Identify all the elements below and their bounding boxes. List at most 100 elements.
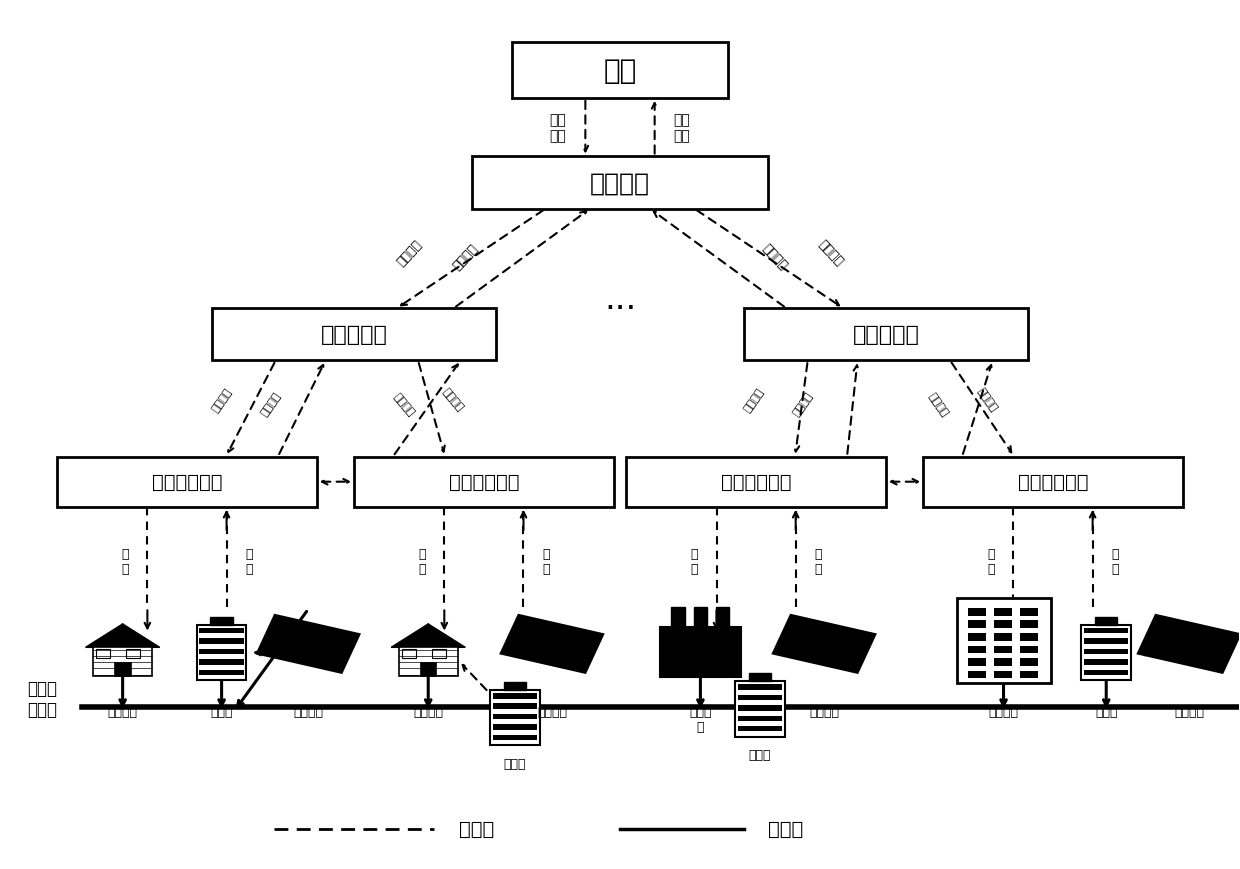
FancyBboxPatch shape: [492, 704, 537, 709]
FancyBboxPatch shape: [212, 308, 496, 361]
FancyBboxPatch shape: [994, 620, 1012, 628]
Text: 采
集: 采 集: [542, 547, 549, 576]
Text: 二级控制器: 二级控制器: [853, 325, 919, 345]
Text: 储能信息: 储能信息: [259, 390, 283, 418]
FancyBboxPatch shape: [660, 627, 742, 677]
FancyBboxPatch shape: [968, 634, 986, 641]
Text: 电网: 电网: [604, 56, 636, 84]
FancyBboxPatch shape: [200, 628, 244, 634]
FancyBboxPatch shape: [738, 726, 782, 732]
FancyBboxPatch shape: [994, 634, 1012, 641]
Text: 用户级控制器: 用户级控制器: [720, 473, 791, 492]
Text: 储能
信息: 储能 信息: [673, 113, 691, 143]
Polygon shape: [86, 624, 160, 647]
FancyBboxPatch shape: [744, 308, 1028, 361]
FancyBboxPatch shape: [490, 690, 539, 746]
Text: 电网配
电线路: 电网配 电线路: [27, 680, 57, 718]
FancyBboxPatch shape: [1084, 639, 1128, 644]
Text: 调
控: 调 控: [418, 547, 425, 576]
Text: 信息流: 信息流: [459, 819, 495, 838]
Text: 采
集: 采 集: [1111, 547, 1118, 576]
FancyBboxPatch shape: [200, 639, 244, 644]
FancyBboxPatch shape: [492, 734, 537, 740]
Text: 储能信息: 储能信息: [760, 242, 790, 272]
FancyBboxPatch shape: [956, 598, 1050, 684]
FancyBboxPatch shape: [994, 671, 1012, 679]
FancyBboxPatch shape: [492, 693, 537, 699]
FancyBboxPatch shape: [501, 615, 603, 673]
FancyBboxPatch shape: [432, 650, 446, 658]
FancyBboxPatch shape: [402, 650, 415, 658]
Text: 用户级控制器: 用户级控制器: [449, 473, 520, 492]
FancyBboxPatch shape: [738, 695, 782, 700]
FancyBboxPatch shape: [197, 625, 247, 680]
FancyBboxPatch shape: [200, 649, 244, 654]
Text: 电能需求: 电能需求: [976, 386, 999, 414]
FancyBboxPatch shape: [773, 615, 875, 673]
FancyBboxPatch shape: [126, 650, 140, 658]
FancyBboxPatch shape: [512, 43, 728, 99]
FancyBboxPatch shape: [398, 647, 458, 676]
FancyBboxPatch shape: [749, 673, 771, 681]
FancyBboxPatch shape: [95, 650, 110, 658]
FancyBboxPatch shape: [994, 646, 1012, 653]
Text: 居民用户: 居民用户: [413, 705, 443, 718]
Text: 电能需求: 电能需求: [210, 386, 233, 414]
Text: 储能信息: 储能信息: [791, 390, 815, 418]
FancyBboxPatch shape: [1021, 646, 1038, 653]
Text: 蓄电池: 蓄电池: [1095, 705, 1117, 718]
FancyBboxPatch shape: [1084, 660, 1128, 665]
FancyBboxPatch shape: [1081, 625, 1131, 680]
Text: 二级控制器: 二级控制器: [321, 325, 387, 345]
FancyBboxPatch shape: [471, 157, 769, 209]
FancyBboxPatch shape: [1021, 634, 1038, 641]
Text: 采
集: 采 集: [246, 547, 253, 576]
FancyBboxPatch shape: [93, 647, 153, 676]
Text: 储能信息: 储能信息: [391, 391, 415, 417]
Text: 光伏电源: 光伏电源: [810, 705, 839, 718]
Text: 电能需求: 电能需求: [816, 237, 846, 268]
Polygon shape: [391, 624, 465, 647]
Text: 调
控: 调 控: [987, 547, 994, 576]
Text: 用户级控制器: 用户级控制器: [151, 473, 222, 492]
FancyBboxPatch shape: [968, 659, 986, 667]
FancyBboxPatch shape: [994, 608, 1012, 616]
FancyBboxPatch shape: [968, 671, 986, 679]
FancyBboxPatch shape: [420, 662, 436, 676]
Text: 蓄电池: 蓄电池: [503, 757, 526, 770]
FancyBboxPatch shape: [114, 662, 130, 676]
Text: 居民用户: 居民用户: [108, 705, 138, 718]
FancyBboxPatch shape: [1084, 670, 1128, 675]
Text: ···: ···: [604, 292, 636, 325]
Text: 调
控: 调 控: [122, 547, 129, 576]
FancyBboxPatch shape: [1021, 620, 1038, 628]
Text: 光伏电源: 光伏电源: [537, 705, 567, 718]
Text: 光伏电源: 光伏电源: [1174, 705, 1204, 718]
FancyBboxPatch shape: [353, 457, 614, 507]
FancyBboxPatch shape: [211, 617, 233, 625]
Text: 蓄电池: 蓄电池: [749, 748, 771, 761]
Text: 电能需求: 电能需求: [440, 387, 465, 413]
Text: 蓄电池: 蓄电池: [211, 705, 233, 718]
Text: 工业用
户: 工业用 户: [689, 705, 712, 733]
Text: 电能需求: 电能需求: [742, 386, 765, 414]
Text: 电能
需求: 电能 需求: [549, 113, 567, 143]
FancyBboxPatch shape: [968, 646, 986, 653]
FancyBboxPatch shape: [1138, 615, 1240, 673]
FancyBboxPatch shape: [672, 607, 684, 627]
FancyBboxPatch shape: [1021, 671, 1038, 679]
Text: 电能需求: 电能需求: [394, 237, 424, 268]
FancyBboxPatch shape: [492, 725, 537, 730]
FancyBboxPatch shape: [923, 457, 1183, 507]
FancyBboxPatch shape: [1021, 659, 1038, 667]
Text: 电能流: 电能流: [769, 819, 804, 838]
Text: 总控制器: 总控制器: [590, 171, 650, 196]
Text: 储能信息: 储能信息: [450, 242, 480, 272]
Text: 光伏电源: 光伏电源: [293, 705, 324, 718]
FancyBboxPatch shape: [200, 660, 244, 665]
FancyBboxPatch shape: [626, 457, 887, 507]
FancyBboxPatch shape: [738, 685, 782, 690]
FancyBboxPatch shape: [1084, 649, 1128, 654]
Text: 调
控: 调 控: [691, 547, 698, 576]
FancyBboxPatch shape: [968, 620, 986, 628]
